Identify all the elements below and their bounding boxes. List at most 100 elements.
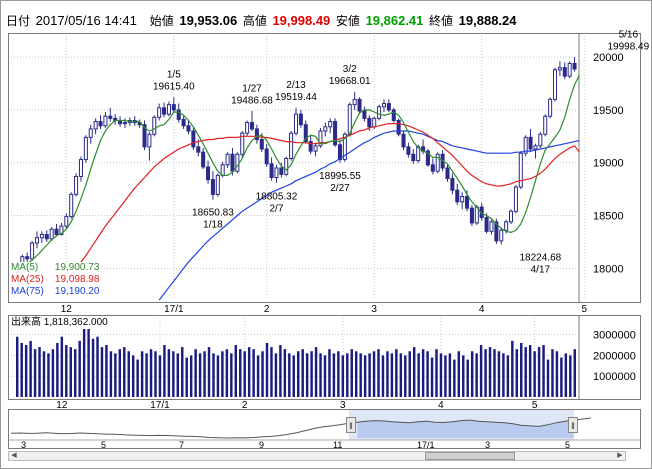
volume-panel[interactable]: 3000000 2000000 1000000 12 17/1 2 3 4 5 出来高 1,81…	[8, 315, 641, 411]
candle-body	[396, 119, 401, 135]
volume-bar	[252, 349, 255, 397]
open-label: 始値	[149, 14, 174, 28]
candle	[308, 135, 313, 155]
range-handle-left[interactable]: ‖	[346, 417, 356, 433]
scroll-right-arrow[interactable]: ▶	[617, 452, 623, 459]
candle-body	[347, 104, 352, 135]
volume-bar	[207, 347, 211, 397]
candle-body	[303, 124, 308, 143]
volume-bar	[292, 355, 295, 397]
candle-body	[518, 152, 523, 188]
scroll-thumb[interactable]	[425, 452, 515, 460]
volume-bar	[149, 349, 153, 397]
price-y-tick-label: 20000	[593, 52, 624, 64]
candle-body	[59, 225, 64, 236]
volume-y-tick-label: 2000000	[593, 350, 636, 362]
candle	[528, 128, 533, 153]
volume-bar	[319, 353, 322, 397]
candle	[499, 228, 504, 245]
candle-body	[313, 145, 318, 152]
volume-bar	[176, 353, 180, 397]
candle	[333, 118, 338, 147]
ma75-legend-value: 19,190.20	[54, 286, 100, 297]
candle	[264, 143, 269, 167]
volume-bar	[337, 351, 340, 397]
candle	[362, 106, 367, 122]
volume-x-tick-label: 5	[532, 400, 538, 411]
volume-bar	[386, 351, 389, 397]
candle-body	[88, 128, 93, 138]
annotation-value: 19998.49	[607, 41, 649, 52]
volume-bar	[283, 349, 287, 397]
candle-body	[74, 175, 79, 195]
candle-body	[259, 138, 264, 150]
range-handle-right[interactable]: ‖	[568, 417, 578, 433]
candle	[572, 57, 577, 72]
candle-body	[230, 153, 235, 172]
candle-body	[49, 228, 54, 240]
candle-body	[523, 136, 528, 154]
annotation-date: 4/17	[531, 265, 551, 276]
candle	[430, 158, 435, 175]
candle-body	[69, 193, 74, 218]
volume-bar	[212, 353, 215, 397]
candle	[49, 227, 54, 241]
candle-body	[162, 107, 167, 115]
candle	[425, 148, 430, 167]
volume-bar	[399, 353, 403, 397]
annotation-date: 1/5	[167, 70, 181, 81]
price-panel[interactable]: 20000 19500 19000 18500 18000 12 17/1 2 3 4 5 1/5 19…	[8, 29, 650, 315]
candle	[513, 184, 518, 214]
candle-body	[274, 167, 279, 179]
volume-bar	[20, 342, 23, 397]
candle	[562, 62, 567, 80]
volume-x-tick-label: 4	[438, 400, 444, 411]
annotation-value: 19615.40	[153, 82, 195, 93]
volume-bar	[105, 345, 108, 397]
candle	[469, 204, 474, 227]
volume-bar	[502, 353, 505, 397]
candle-body	[406, 146, 411, 155]
volume-bar	[435, 349, 438, 397]
volume-bar	[243, 351, 246, 397]
volume-bar	[560, 357, 563, 397]
volume-bar	[256, 355, 260, 397]
candle-body	[186, 125, 191, 132]
candle-body	[465, 196, 470, 209]
ma5-legend-label: MA(5)	[11, 262, 39, 273]
navigator-scrollbar[interactable]: ◀ ▶	[8, 451, 626, 461]
ma5-legend-item: MA(5) 19,900.73	[11, 262, 99, 274]
ma5-legend-value: 19,900.73	[54, 262, 100, 273]
volume-bar	[542, 345, 545, 397]
date-value: 2017/05/16 14:41	[35, 13, 137, 28]
navigator-panel[interactable]: 3 5 7 9 11 17/1 3 5	[8, 409, 641, 449]
candle-body	[372, 117, 377, 128]
volume-bar	[114, 353, 117, 397]
candle-body	[152, 116, 157, 135]
candle	[118, 116, 123, 127]
navigator-x-tick-label: 3	[485, 440, 490, 448]
price-x-tick-label: 5	[582, 304, 588, 315]
volume-bar	[444, 355, 447, 397]
annotation-date: 1/27	[242, 83, 262, 94]
volume-bar	[69, 347, 72, 397]
navigator-x-tick-label: 11	[333, 440, 342, 448]
candle	[147, 132, 152, 161]
candle-body	[445, 167, 450, 180]
candle-body	[455, 189, 460, 203]
volume-bar	[131, 355, 135, 397]
annotation-date: 2/13	[286, 80, 306, 91]
candle	[377, 104, 382, 121]
candle-body	[289, 132, 294, 159]
volume-bar	[497, 351, 501, 397]
volume-bar	[181, 347, 184, 397]
candle-body	[572, 62, 577, 70]
volume-bar	[368, 353, 371, 397]
scroll-left-arrow[interactable]: ◀	[11, 452, 17, 459]
candle-body	[25, 256, 30, 260]
candle-body	[108, 115, 113, 119]
candle-body	[460, 196, 465, 203]
close-label: 終値	[429, 14, 454, 28]
candle	[352, 91, 357, 110]
candle	[235, 152, 240, 174]
